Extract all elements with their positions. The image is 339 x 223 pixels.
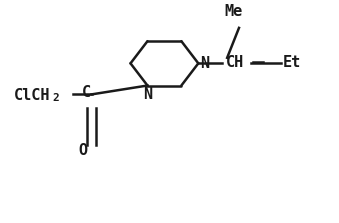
Text: O: O xyxy=(79,143,87,158)
Text: CH: CH xyxy=(225,55,244,70)
Text: ClCH: ClCH xyxy=(14,88,50,103)
Text: N: N xyxy=(143,87,152,102)
Text: Me: Me xyxy=(225,4,243,19)
Text: Et: Et xyxy=(283,55,301,70)
Text: 2: 2 xyxy=(53,93,59,103)
Text: C: C xyxy=(82,85,91,100)
Text: N: N xyxy=(200,56,209,71)
